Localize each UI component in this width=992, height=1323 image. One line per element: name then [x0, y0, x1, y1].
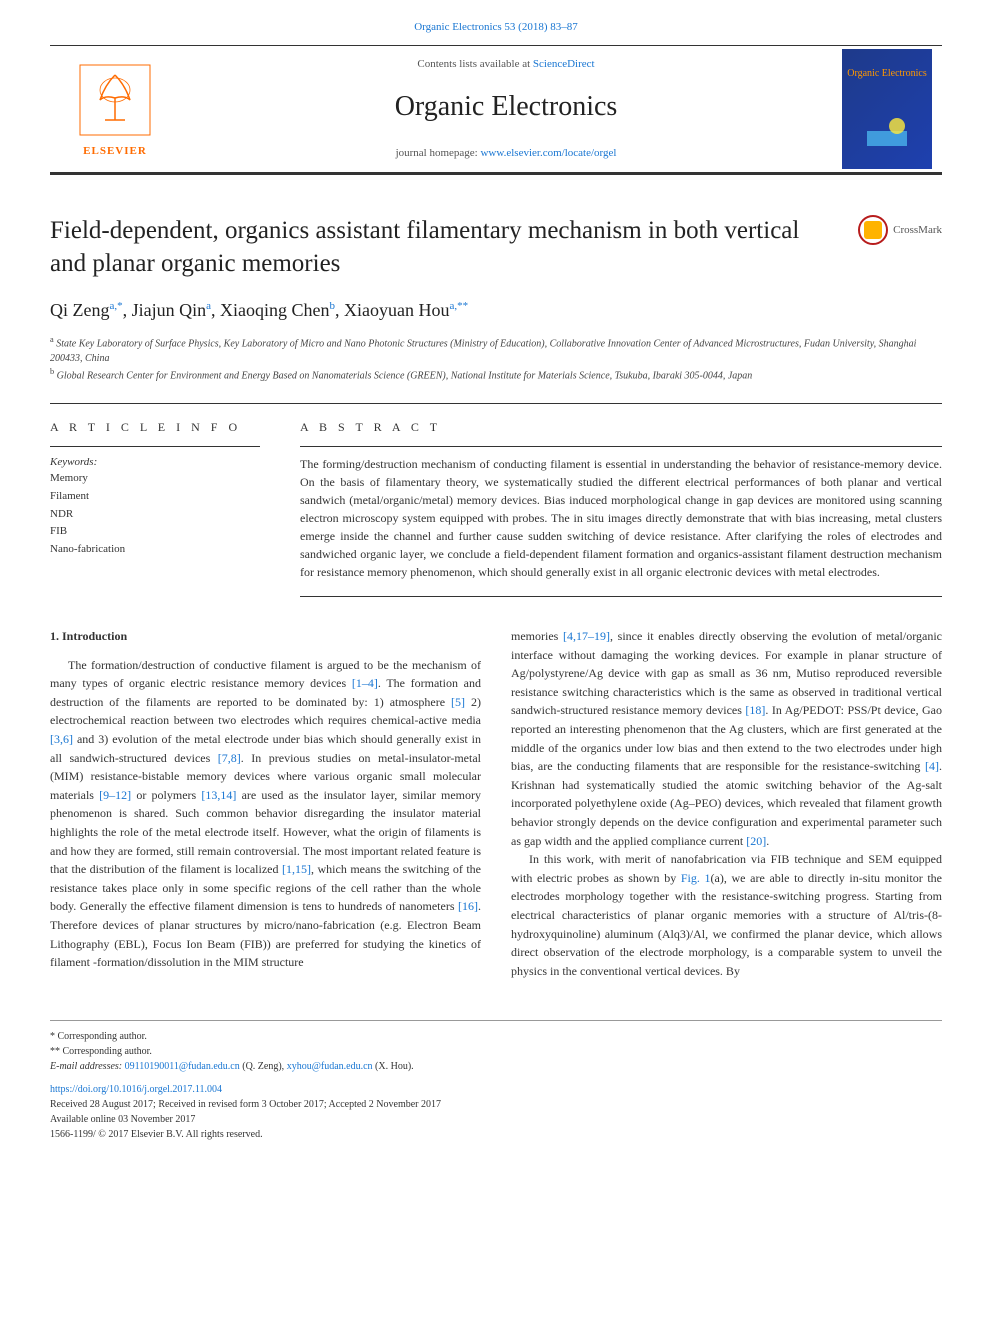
intro-heading: 1. Introduction: [50, 627, 481, 646]
available-line: Available online 03 November 2017: [50, 1112, 942, 1127]
copyright-line: 1566-1199/ © 2017 Elsevier B.V. All righ…: [50, 1127, 942, 1142]
doi-line: https://doi.org/10.1016/j.orgel.2017.11.…: [50, 1082, 942, 1097]
homepage-line: journal homepage: www.elsevier.com/locat…: [180, 146, 832, 161]
article-info: A R T I C L E I N F O Keywords: MemoryFi…: [50, 419, 260, 597]
corresponding-1: * Corresponding author.: [50, 1029, 942, 1044]
column-right: memories [4,17–19], since it enables dir…: [511, 627, 942, 980]
abstract-divider: [300, 446, 942, 447]
abstract-heading: A B S T R A C T: [300, 419, 942, 436]
crossmark-label: CrossMark: [893, 223, 942, 238]
abstract-bottom-rule: [300, 596, 942, 597]
authors-line: Qi Zenga,*, Jiajun Qina, Xiaoqing Chenb,…: [50, 298, 942, 323]
keywords-label: Keywords:: [50, 455, 260, 470]
journal-name: Organic Electronics: [180, 87, 832, 126]
info-abstract-row: A R T I C L E I N F O Keywords: MemoryFi…: [50, 403, 942, 597]
email-line: E-mail addresses: 09110190011@fudan.edu.…: [50, 1059, 942, 1074]
article-info-heading: A R T I C L E I N F O: [50, 419, 260, 436]
body-columns: 1. Introduction The formation/destructio…: [50, 627, 942, 980]
email-name-1: (Q. Zeng),: [240, 1061, 287, 1072]
elsevier-logo-text: ELSEVIER: [83, 144, 147, 159]
article-body: Field-dependent, organics assistant fila…: [50, 215, 942, 980]
email-name-2: (X. Hou).: [373, 1061, 414, 1072]
affiliations: a State Key Laboratory of Surface Physic…: [50, 334, 942, 384]
elsevier-tree-icon: [75, 60, 155, 140]
email-label: E-mail addresses:: [50, 1061, 125, 1072]
received-line: Received 28 August 2017; Received in rev…: [50, 1097, 942, 1112]
intro-paragraph-1-cont: memories [4,17–19], since it enables dir…: [511, 627, 942, 850]
journal-cover-title: Organic Electronics: [847, 67, 927, 81]
homepage-link[interactable]: www.elsevier.com/locate/orgel: [480, 147, 616, 159]
intro-paragraph-2: In this work, with merit of nanofabricat…: [511, 850, 942, 980]
journal-cover[interactable]: Organic Electronics: [842, 49, 932, 169]
corresponding-2: ** Corresponding author.: [50, 1044, 942, 1059]
article-title: Field-dependent, organics assistant fila…: [50, 215, 838, 280]
homepage-prefix: journal homepage:: [396, 147, 481, 159]
footer: * Corresponding author. ** Corresponding…: [50, 1020, 942, 1142]
citation-link[interactable]: Organic Electronics 53 (2018) 83–87: [414, 21, 578, 33]
doi-link[interactable]: https://doi.org/10.1016/j.orgel.2017.11.…: [50, 1084, 222, 1095]
abstract: A B S T R A C T The forming/destruction …: [300, 419, 942, 597]
cover-graphic-icon: [862, 111, 912, 151]
abstract-text: The forming/destruction mechanism of con…: [300, 455, 942, 581]
elsevier-logo[interactable]: ELSEVIER: [60, 49, 170, 169]
header-center: Contents lists available at ScienceDirec…: [180, 57, 832, 162]
contents-line: Contents lists available at ScienceDirec…: [180, 57, 832, 72]
keywords-list: MemoryFilamentNDRFIBNano-fabrication: [50, 470, 260, 558]
title-row: Field-dependent, organics assistant fila…: [50, 215, 942, 280]
journal-header: ELSEVIER Contents lists available at Sci…: [50, 45, 942, 175]
sciencedirect-link[interactable]: ScienceDirect: [533, 58, 595, 70]
crossmark-icon: [858, 215, 888, 245]
affiliation-b: b Global Research Center for Environment…: [50, 366, 942, 383]
crossmark-badge[interactable]: CrossMark: [858, 215, 942, 245]
info-divider: [50, 446, 260, 447]
email-link-1[interactable]: 09110190011@fudan.edu.cn: [125, 1061, 240, 1072]
email-link-2[interactable]: xyhou@fudan.edu.cn: [287, 1061, 373, 1072]
affiliation-a: a State Key Laboratory of Surface Physic…: [50, 334, 942, 366]
citation-header: Organic Electronics 53 (2018) 83–87: [0, 0, 992, 45]
contents-prefix: Contents lists available at: [417, 58, 532, 70]
intro-paragraph-1: The formation/destruction of conductive …: [50, 656, 481, 972]
column-left: 1. Introduction The formation/destructio…: [50, 627, 481, 980]
